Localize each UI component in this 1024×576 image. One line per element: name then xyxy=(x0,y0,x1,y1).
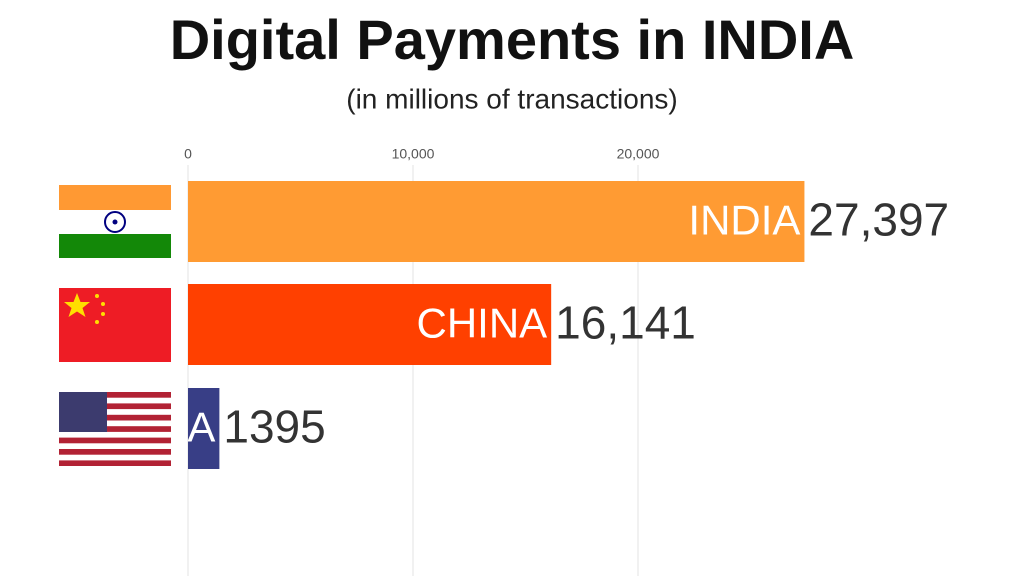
chart-title: Digital Payments in INDIA xyxy=(170,8,855,71)
x-tick-label: 20,000 xyxy=(617,146,660,162)
chart-subtitle: (in millions of transactions) xyxy=(346,83,677,114)
bar xyxy=(188,388,220,469)
flag-india xyxy=(59,185,171,258)
flag-china xyxy=(59,288,171,362)
bar-category-label: CHINA xyxy=(416,300,547,347)
value-label: 1395 xyxy=(223,401,325,453)
x-tick-label: 0 xyxy=(184,146,192,162)
value-label: 16,141 xyxy=(555,297,696,349)
value-label: 27,397 xyxy=(808,194,949,246)
bar xyxy=(188,284,552,365)
bar xyxy=(188,181,805,262)
bar-category-label: A xyxy=(187,404,215,451)
bar-category-label: INDIA xyxy=(688,197,800,244)
flag-usa xyxy=(59,392,171,466)
x-tick-label: 10,000 xyxy=(392,146,435,162)
bars: INDIA 27,397 CHINA 16,141 A 1395 xyxy=(187,181,949,469)
